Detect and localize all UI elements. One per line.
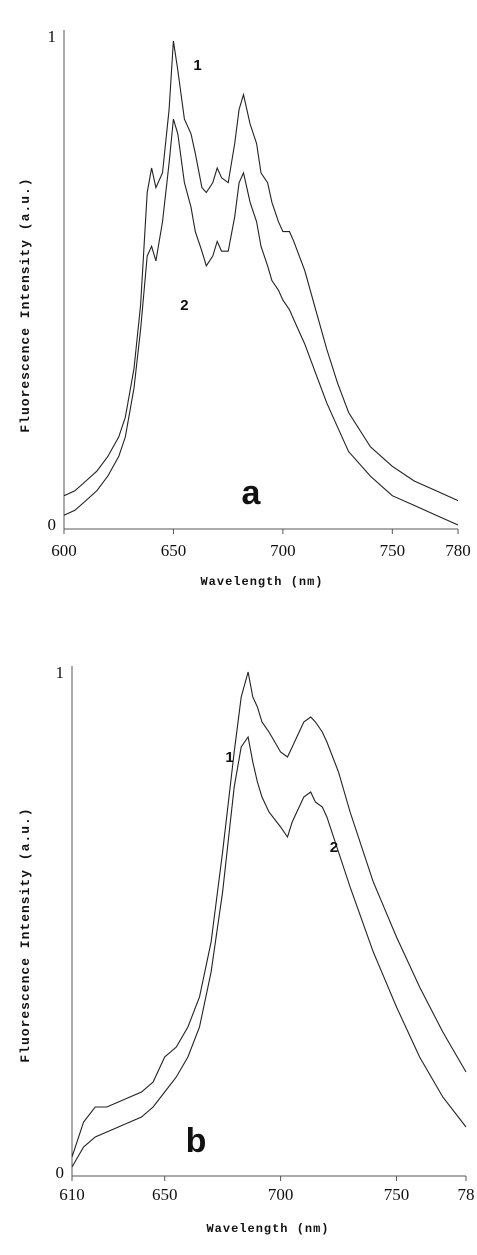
panel-a-series-group: 12 xyxy=(63,40,459,526)
panel-a-x-axis-label: Wavelength (nm) xyxy=(200,575,323,589)
panel-a-x-tick-label: 750 xyxy=(380,541,406,560)
panel-a-x-tick-label: 650 xyxy=(161,541,187,560)
panel-b-series-1-label: 1 xyxy=(225,749,233,766)
panel-b-x-tick-label: 750 xyxy=(384,1185,410,1204)
panel-b-series-2-label: 2 xyxy=(330,839,338,856)
panel-b-x-tick-label: 650 xyxy=(152,1185,178,1204)
panel-b-chart: Fluorescence Intensity (a.u.) Wavelength… xyxy=(18,663,475,1236)
panel-a-x-tick-label: 700 xyxy=(270,541,296,560)
panel-b-y-tick-label: 1 xyxy=(56,663,65,682)
panel-a-x-tick-label: 600 xyxy=(51,541,77,560)
panel-b-x-tick-label: 610 xyxy=(59,1185,85,1204)
panel-b-x-tick-label: 78 xyxy=(458,1185,475,1204)
panel-a-axes xyxy=(63,30,458,530)
panel-a-series-2-label: 2 xyxy=(180,297,188,314)
panel-b-series-group: 12 xyxy=(71,671,467,1168)
panel-b-label: b xyxy=(186,1122,207,1160)
panel-a-y-tick-label: 1 xyxy=(48,27,57,46)
panel-a-series-1-line xyxy=(63,40,459,502)
panel-b-series-1-line xyxy=(71,671,467,1158)
panel-a-y-axis-label: Fluorescence Intensity (a.u.) xyxy=(18,177,33,432)
panel-a-chart: Fluorescence Intensity (a.u.) Wavelength… xyxy=(18,27,471,589)
panel-b-x-axis-label: Wavelength (nm) xyxy=(206,1222,329,1236)
panel-b-y-axis-label: Fluorescence Intensity (a.u.) xyxy=(18,807,33,1062)
panel-b-tick-labels: 610 650 700 750 78 0 1 xyxy=(56,663,475,1204)
panel-a-x-tick-label: 780 xyxy=(445,541,471,560)
panel-a-tick-labels: 600 650 700 750 780 0 1 xyxy=(48,27,471,560)
panel-b-x-tick-label: 700 xyxy=(268,1185,294,1204)
panel-a-series-1-label: 1 xyxy=(193,57,201,74)
panel-b-axes xyxy=(71,666,466,1177)
panel-a-label: a xyxy=(242,474,262,512)
panel-a-y-tick-label: 0 xyxy=(48,515,57,534)
panel-a-series-2-line xyxy=(63,118,459,526)
panel-b-y-tick-label: 0 xyxy=(56,1163,65,1182)
panel-b-series-2-line xyxy=(71,735,467,1168)
